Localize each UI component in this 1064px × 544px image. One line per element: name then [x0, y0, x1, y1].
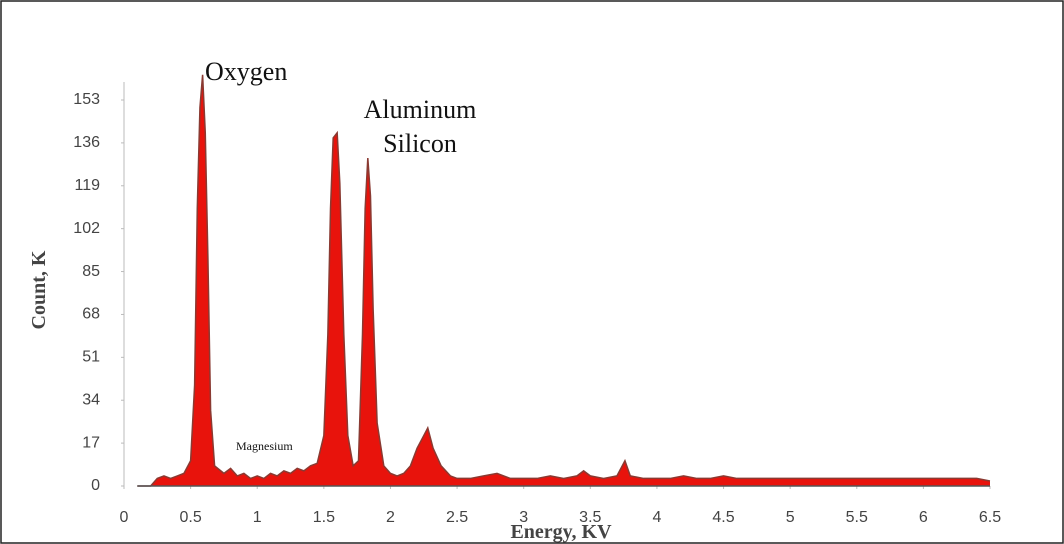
spectrum-line — [137, 74, 991, 487]
x-tick-label: 6 — [919, 509, 928, 526]
annotation: Magnesium — [236, 439, 293, 453]
x-tick-label: 5.5 — [846, 509, 868, 526]
annotation: Aluminum — [364, 95, 477, 124]
x-tick-label: 4.5 — [712, 509, 734, 526]
y-tick-label: 17 — [82, 434, 100, 451]
annotation: Oxygen — [205, 57, 287, 86]
x-axis-title: Energy, KV — [510, 521, 612, 543]
y-tick-label: 136 — [73, 134, 100, 151]
x-tick-label: 2.5 — [446, 509, 468, 526]
y-tick-label: 153 — [73, 91, 100, 108]
x-tick-label: 3 — [519, 509, 528, 526]
x-tick-label: 3.5 — [579, 509, 601, 526]
x-tick-label: 6.5 — [979, 509, 1001, 526]
y-tick-label: 34 — [82, 391, 100, 408]
x-tick-label: 1 — [253, 509, 262, 526]
x-tick-label: 0 — [120, 509, 129, 526]
y-tick-label: 102 — [73, 220, 100, 237]
x-tick-label: 5 — [786, 509, 795, 526]
y-axis-title: Count, K — [28, 250, 50, 329]
x-tick-label: 1.5 — [313, 509, 335, 526]
x-tick-label: 4 — [652, 509, 661, 526]
y-tick-label: 0 — [91, 477, 100, 494]
x-tick-label: 0.5 — [179, 509, 201, 526]
x-tick-label: 2 — [386, 509, 395, 526]
annotation: Silicon — [383, 129, 457, 158]
y-tick-label: 51 — [82, 349, 100, 366]
y-tick-label: 68 — [82, 306, 100, 323]
y-tick-label: 85 — [82, 263, 100, 280]
y-tick-label: 119 — [74, 177, 100, 194]
